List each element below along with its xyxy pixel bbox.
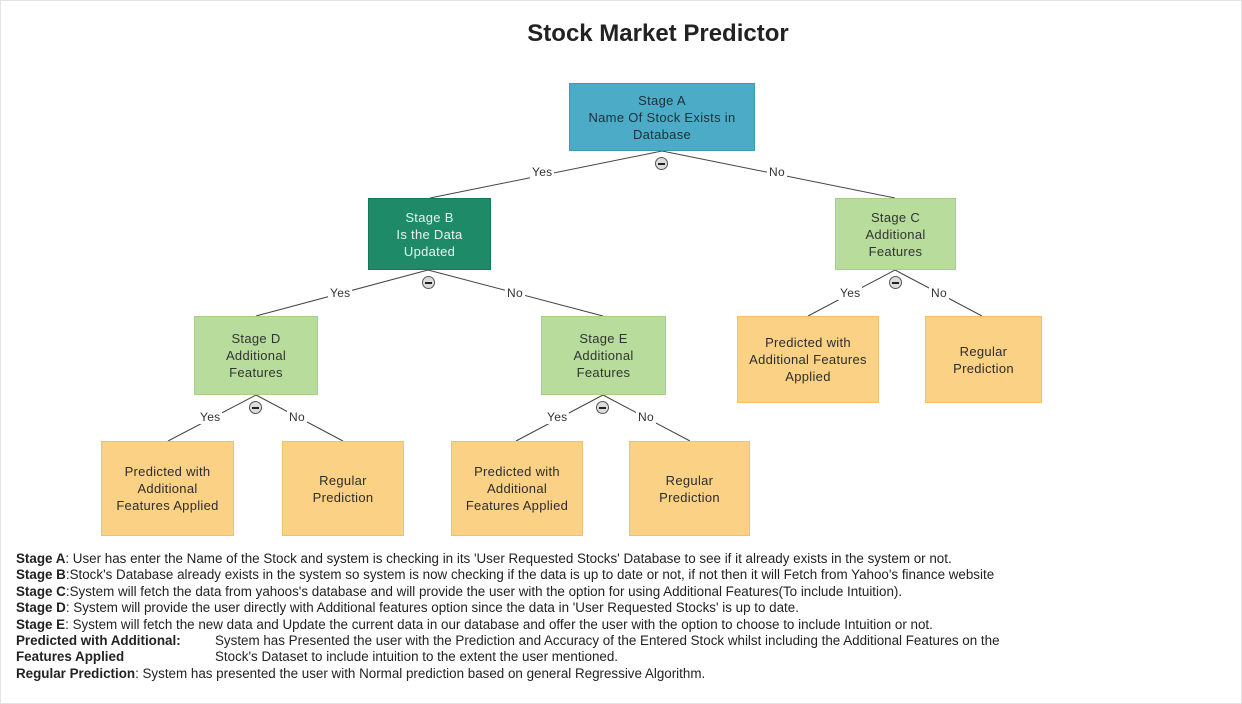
edge-label-no: No: [636, 410, 656, 424]
node-line: Stage E: [579, 331, 628, 346]
node-line: Applied: [785, 369, 831, 384]
edge-label-yes: Yes: [838, 286, 863, 300]
legend-row-stage-e: Stage E: System will fetch the new data …: [16, 617, 1000, 633]
node-stage-e[interactable]: Stage E Additional Features: [541, 316, 666, 395]
node-line: Stage D: [231, 331, 281, 346]
edge-label-yes: Yes: [328, 286, 353, 300]
legend-text: System has Presented the user with the P…: [215, 633, 1000, 649]
legend-row-regular-prediction: Regular Prediction: System has presented…: [16, 666, 1000, 682]
legend-term: Features Applied: [16, 649, 125, 665]
edge-label-yes: Yes: [530, 165, 555, 179]
edge-label-yes: Yes: [198, 410, 223, 424]
legend-text: : System has presented the user with Nor…: [135, 665, 706, 681]
node-e-regular-prediction[interactable]: Regular Prediction: [629, 441, 750, 536]
node-line: Is the Data: [396, 226, 463, 242]
node-line: Prediction: [659, 489, 720, 505]
legend-row-predicted-additional: Predicted with Additional: System has Pr…: [16, 633, 1000, 666]
node-line: Additional: [137, 481, 198, 496]
node-line: Additional Features: [749, 352, 867, 367]
legend-text: : System will fetch the new data and Upd…: [65, 616, 933, 632]
node-c-regular-prediction[interactable]: Regular Prediction: [925, 316, 1042, 403]
node-line: Stage A: [638, 92, 686, 108]
legend-text: Stock's Dataset to include intuition to …: [215, 649, 619, 665]
node-line: Stage C: [870, 209, 921, 225]
legend-term: Stage B: [16, 567, 66, 583]
collapse-stage-c-icon[interactable]: [889, 276, 902, 289]
legend-row-stage-a: Stage A: User has enter the Name of the …: [16, 551, 1000, 567]
node-line: Prediction: [312, 489, 374, 505]
node-line: Features: [868, 243, 923, 259]
collapse-stage-b-icon[interactable]: [422, 276, 435, 289]
node-line: Name Of Stock Exists in: [588, 109, 736, 125]
legend-term: Predicted with Additional:: [16, 633, 181, 649]
edge-label-no: No: [287, 410, 307, 424]
node-d-predicted-additional[interactable]: Predicted with Additional Features Appli…: [101, 441, 234, 536]
legend-term: Regular Prediction: [16, 665, 136, 681]
node-line: Predicted with: [765, 335, 851, 350]
node-line: Prediction: [953, 360, 1014, 376]
legend-text: :Stock's Database already exists in the …: [65, 567, 995, 583]
node-line: Stage B: [405, 209, 454, 225]
node-line: Regular: [959, 343, 1008, 359]
node-line: Additional: [486, 481, 548, 496]
node-line: Additional: [573, 348, 634, 363]
node-line: Additional: [865, 226, 926, 242]
legend-text: : User has enter the Name of the Stock a…: [65, 551, 952, 566]
node-line: Additional: [225, 348, 287, 363]
legend-text: :System will fetch the data from yahoos'…: [65, 583, 903, 599]
edge-label-yes: Yes: [545, 410, 570, 424]
node-line: Database: [632, 126, 692, 142]
legend-term: Stage E: [16, 616, 66, 632]
node-line: Regular: [319, 472, 367, 488]
edge-label-no: No: [505, 286, 525, 300]
node-line: Features: [229, 365, 283, 380]
node-c-predicted-additional[interactable]: Predicted with Additional Features Appli…: [737, 316, 879, 403]
legend-term: Stage C: [16, 583, 66, 599]
node-line: Updated: [403, 243, 456, 259]
node-line: Regular: [665, 472, 714, 488]
node-line: Predicted with: [474, 464, 560, 479]
node-d-regular-prediction[interactable]: Regular Prediction: [282, 441, 404, 536]
node-e-predicted-additional[interactable]: Predicted with Additional Features Appli…: [451, 441, 583, 536]
node-line: Features: [576, 365, 631, 380]
legend-row-stage-c: Stage C:System will fetch the data from …: [16, 584, 1000, 600]
node-line: Features Applied: [465, 498, 569, 513]
legend-term: Stage D: [16, 600, 66, 616]
node-stage-b[interactable]: Stage B Is the Data Updated: [368, 198, 491, 270]
legend-row-stage-b: Stage B:Stock's Database already exists …: [16, 567, 1000, 583]
node-line: Predicted with: [124, 464, 211, 479]
legend-row-stage-d: Stage D: System will provide the user di…: [16, 600, 1000, 616]
node-stage-d[interactable]: Stage D Additional Features: [194, 316, 318, 395]
collapse-stage-e-icon[interactable]: [596, 401, 609, 414]
legend-text: : System will provide the user directly …: [65, 600, 799, 616]
legend-term: Stage A: [16, 551, 66, 566]
node-stage-a[interactable]: Stage A Name Of Stock Exists in Database: [569, 83, 755, 151]
node-stage-c[interactable]: Stage C Additional Features: [835, 198, 956, 270]
diagram-title: Stock Market Predictor: [527, 20, 789, 47]
collapse-stage-d-icon[interactable]: [249, 401, 262, 414]
stage-descriptions: Stage A: User has enter the Name of the …: [16, 551, 1000, 682]
node-line: Features Applied: [116, 498, 219, 513]
collapse-stage-a-icon[interactable]: [655, 157, 668, 170]
edge-label-no: No: [767, 165, 787, 179]
edge-label-no: No: [929, 286, 949, 300]
